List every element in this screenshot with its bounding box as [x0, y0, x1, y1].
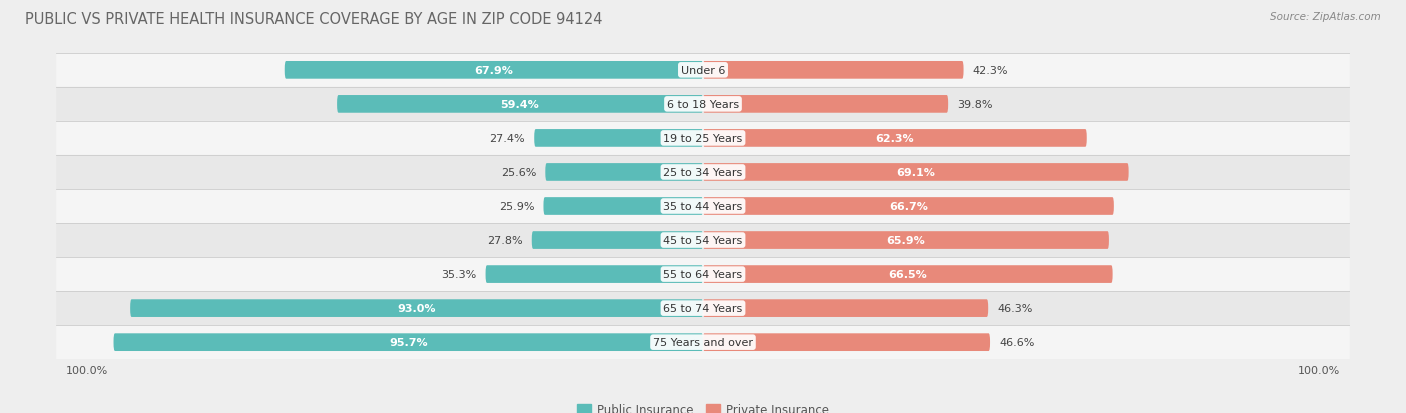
FancyBboxPatch shape	[531, 232, 703, 249]
Text: 65 to 74 Years: 65 to 74 Years	[664, 304, 742, 313]
Text: 62.3%: 62.3%	[876, 133, 914, 144]
FancyBboxPatch shape	[546, 164, 703, 181]
Legend: Public Insurance, Private Insurance: Public Insurance, Private Insurance	[572, 398, 834, 413]
FancyBboxPatch shape	[337, 96, 703, 114]
FancyBboxPatch shape	[56, 121, 1350, 156]
FancyBboxPatch shape	[485, 266, 703, 283]
FancyBboxPatch shape	[703, 334, 990, 351]
Text: 75 Years and over: 75 Years and over	[652, 337, 754, 347]
Text: 25 to 34 Years: 25 to 34 Years	[664, 168, 742, 178]
Text: 65.9%: 65.9%	[887, 235, 925, 245]
Text: 69.1%: 69.1%	[897, 168, 935, 178]
Text: 6 to 18 Years: 6 to 18 Years	[666, 100, 740, 109]
FancyBboxPatch shape	[703, 198, 1114, 215]
Text: 35.3%: 35.3%	[441, 269, 477, 280]
Text: 66.5%: 66.5%	[889, 269, 927, 280]
FancyBboxPatch shape	[56, 292, 1350, 325]
Text: 35 to 44 Years: 35 to 44 Years	[664, 202, 742, 211]
Text: Source: ZipAtlas.com: Source: ZipAtlas.com	[1270, 12, 1381, 22]
FancyBboxPatch shape	[703, 96, 948, 114]
Text: PUBLIC VS PRIVATE HEALTH INSURANCE COVERAGE BY AGE IN ZIP CODE 94124: PUBLIC VS PRIVATE HEALTH INSURANCE COVER…	[25, 12, 603, 27]
Text: 46.6%: 46.6%	[1000, 337, 1035, 347]
FancyBboxPatch shape	[703, 62, 963, 79]
FancyBboxPatch shape	[56, 54, 1350, 88]
FancyBboxPatch shape	[703, 232, 1109, 249]
Text: 67.9%: 67.9%	[474, 66, 513, 76]
Text: 59.4%: 59.4%	[501, 100, 540, 109]
Text: 46.3%: 46.3%	[997, 304, 1033, 313]
Text: 27.4%: 27.4%	[489, 133, 524, 144]
FancyBboxPatch shape	[56, 88, 1350, 121]
FancyBboxPatch shape	[56, 257, 1350, 292]
FancyBboxPatch shape	[131, 299, 703, 317]
FancyBboxPatch shape	[56, 190, 1350, 223]
FancyBboxPatch shape	[56, 156, 1350, 190]
Text: 27.8%: 27.8%	[486, 235, 523, 245]
FancyBboxPatch shape	[544, 198, 703, 215]
Text: 45 to 54 Years: 45 to 54 Years	[664, 235, 742, 245]
Text: 39.8%: 39.8%	[957, 100, 993, 109]
Text: 42.3%: 42.3%	[973, 66, 1008, 76]
FancyBboxPatch shape	[703, 164, 1129, 181]
Text: 95.7%: 95.7%	[389, 337, 427, 347]
Text: 93.0%: 93.0%	[398, 304, 436, 313]
Text: 25.9%: 25.9%	[499, 202, 534, 211]
FancyBboxPatch shape	[703, 299, 988, 317]
FancyBboxPatch shape	[534, 130, 703, 147]
Text: 19 to 25 Years: 19 to 25 Years	[664, 133, 742, 144]
FancyBboxPatch shape	[703, 266, 1112, 283]
FancyBboxPatch shape	[703, 130, 1087, 147]
Text: 25.6%: 25.6%	[501, 168, 536, 178]
FancyBboxPatch shape	[56, 223, 1350, 257]
FancyBboxPatch shape	[285, 62, 703, 79]
Text: 66.7%: 66.7%	[889, 202, 928, 211]
Text: 55 to 64 Years: 55 to 64 Years	[664, 269, 742, 280]
FancyBboxPatch shape	[114, 334, 703, 351]
Text: Under 6: Under 6	[681, 66, 725, 76]
FancyBboxPatch shape	[56, 325, 1350, 359]
